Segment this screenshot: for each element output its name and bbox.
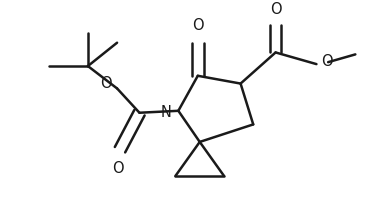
Text: O: O [112, 161, 124, 176]
Text: O: O [270, 3, 282, 17]
Text: O: O [321, 54, 333, 69]
Text: O: O [101, 76, 112, 91]
Text: N: N [161, 105, 171, 120]
Text: O: O [192, 18, 203, 33]
